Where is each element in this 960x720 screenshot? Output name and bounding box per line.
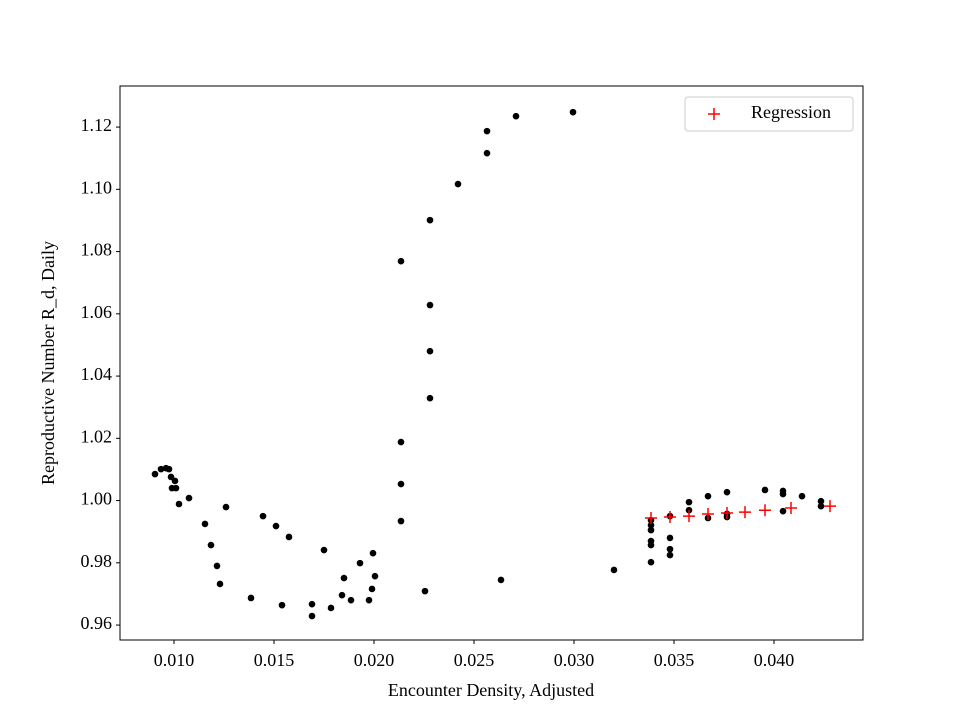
- data-point: [761, 486, 769, 494]
- data-point: [683, 510, 695, 523]
- y-tick-label: 1.04: [81, 364, 113, 384]
- data-point: [157, 465, 165, 473]
- data-point: [664, 511, 676, 524]
- data-point: [397, 257, 405, 265]
- data-point: [785, 502, 797, 515]
- data-point: [222, 503, 230, 511]
- data-point: [798, 492, 806, 500]
- data-point: [685, 498, 693, 506]
- data-point: [347, 596, 355, 604]
- x-tick-label: 0.010: [154, 650, 195, 670]
- data-point: [397, 517, 405, 525]
- data-point: [610, 566, 618, 574]
- data-point: [647, 558, 655, 566]
- x-tick-label: 0.035: [654, 650, 695, 670]
- plot-frame: [119, 85, 864, 641]
- data-point: [817, 502, 825, 510]
- data-point: [483, 149, 491, 157]
- data-point: [666, 545, 674, 553]
- data-point: [647, 521, 655, 529]
- data-point: [320, 546, 328, 554]
- data-point: [285, 533, 293, 541]
- data-point: [483, 127, 491, 135]
- data-point: [426, 216, 434, 224]
- y-tick-label: 0.98: [81, 551, 113, 571]
- data-point: [569, 108, 577, 116]
- data-point: [426, 347, 434, 355]
- data-point: [739, 506, 751, 519]
- data-point: [308, 612, 316, 620]
- data-point: [497, 576, 505, 584]
- legend-label: Regression: [751, 102, 831, 122]
- data-point: [207, 541, 215, 549]
- data-point: [167, 473, 175, 481]
- data-point: [172, 484, 180, 492]
- legend-box: [684, 96, 854, 132]
- x-tick-label: 0.015: [254, 650, 295, 670]
- data-point: [356, 559, 364, 567]
- y-tick-label: 1.12: [81, 115, 113, 135]
- y-tick-label: 1.00: [81, 489, 113, 509]
- x-axis-label: Encounter Density, Adjusted: [388, 680, 594, 700]
- data-point: [779, 490, 787, 498]
- x-tick-label: 0.020: [354, 650, 395, 670]
- x-tick-label: 0.030: [554, 650, 595, 670]
- data-point: [454, 180, 462, 188]
- y-tick-label: 1.10: [81, 177, 113, 197]
- data-point: [171, 477, 179, 485]
- data-point: [721, 507, 733, 520]
- data-point: [272, 522, 280, 530]
- data-point: [216, 580, 224, 588]
- data-point: [368, 585, 376, 593]
- data-point: [666, 551, 674, 559]
- y-tick-label: 1.08: [81, 240, 113, 260]
- data-point: [704, 492, 712, 500]
- x-tick-label: 0.025: [454, 650, 495, 670]
- data-point: [723, 488, 731, 496]
- data-point: [338, 591, 346, 599]
- data-point: [213, 562, 221, 570]
- data-point: [421, 587, 429, 595]
- data-point: [645, 511, 657, 524]
- legend-marker: [708, 108, 720, 120]
- data-point: [259, 512, 267, 520]
- data-point: [512, 112, 520, 120]
- data-point: [151, 470, 159, 478]
- data-point: [397, 480, 405, 488]
- data-point: [397, 438, 405, 446]
- y-tick-label: 1.02: [81, 426, 113, 446]
- data-point: [426, 301, 434, 309]
- data-point: [817, 497, 825, 505]
- data-point: [340, 574, 348, 582]
- data-point: [278, 601, 286, 609]
- data-point: [702, 507, 714, 520]
- x-tick-label: 0.040: [754, 650, 795, 670]
- y-tick-label: 1.06: [81, 302, 113, 322]
- data-point: [759, 504, 771, 517]
- y-axis-label: Reproductive Number R_d, Daily: [38, 241, 58, 485]
- data-point: [824, 500, 836, 513]
- data-point: [779, 507, 787, 515]
- data-point: [371, 572, 379, 580]
- data-point: [369, 549, 377, 557]
- data-point: [666, 534, 674, 542]
- data-point: [308, 600, 316, 608]
- data-point: [426, 394, 434, 402]
- data-point: [201, 520, 209, 528]
- data-point: [185, 494, 193, 502]
- data-point: [647, 526, 655, 534]
- data-point: [247, 594, 255, 602]
- y-tick-label: 0.96: [81, 613, 113, 633]
- data-point: [327, 604, 335, 612]
- data-point: [647, 541, 655, 549]
- data-point: [165, 465, 173, 473]
- data-point: [365, 596, 373, 604]
- data-point: [175, 500, 183, 508]
